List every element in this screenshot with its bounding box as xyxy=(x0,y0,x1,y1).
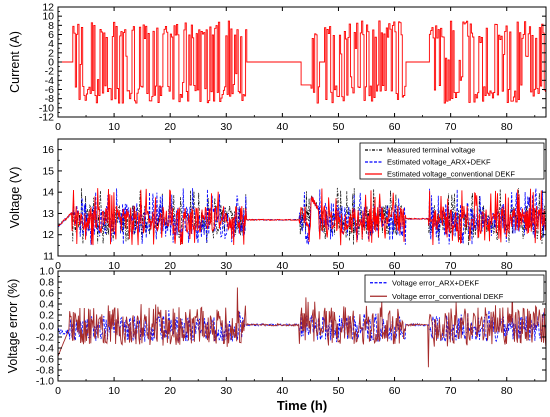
legend-label: Voltage error_ARX+DEKF xyxy=(392,278,479,287)
x-tick-label: 50 xyxy=(333,121,345,133)
x-tick-label: 10 xyxy=(108,121,120,133)
y-tick-label: -6 xyxy=(45,84,54,96)
panel-3: -1.0-0.8-0.6-0.4-0.20.00.20.40.60.81.0 0 1… xyxy=(6,266,547,413)
y-tick-label: 13 xyxy=(42,208,54,220)
y-tick-label: -12 xyxy=(39,112,54,124)
x-tick-label: 20 xyxy=(164,385,176,397)
conventional-dekf-error-line xyxy=(58,287,546,368)
x-tick-label: 0 xyxy=(55,385,61,397)
y-tick-label: 14 xyxy=(42,187,54,199)
x-tick-label: 80 xyxy=(501,385,513,397)
x-tick-label: 50 xyxy=(333,260,345,272)
y-tick-label: 12 xyxy=(42,2,54,14)
plot-area-3 xyxy=(58,287,546,368)
x-tick-label: 80 xyxy=(501,121,513,133)
x-tick-label: 60 xyxy=(389,121,401,133)
y-tick-label: -2 xyxy=(45,66,54,78)
y-tick-label: -0.6 xyxy=(36,354,54,366)
y-axis-label: Current (A) xyxy=(8,31,22,93)
y-tick-label: 0 xyxy=(48,57,54,69)
panel-2: 11 12 13 14 15 16 0 10 20 30 40 50 60 70 80 Voltage (V)… xyxy=(8,138,547,272)
x-tick-label: 60 xyxy=(389,260,401,272)
y-tick-label: 11 xyxy=(43,251,54,263)
x-tick-label: 30 xyxy=(220,385,232,397)
y-tick-label: 8 xyxy=(48,20,54,32)
y-tick-label: 0.8 xyxy=(39,277,54,289)
y-tick-label: 4 xyxy=(48,38,54,50)
x-tick-label: 80 xyxy=(501,260,513,272)
legend-2: Measured terminal voltage Estimated volta… xyxy=(359,142,545,180)
y-tick-label: 10 xyxy=(42,11,54,23)
y-tick-label: 6 xyxy=(48,29,54,41)
legend-3: Voltage error_ARX+DEKF Voltage error_conv… xyxy=(364,274,545,303)
x-tick-label: 70 xyxy=(445,385,457,397)
current-series-line xyxy=(58,20,546,104)
y-tick-label: -4 xyxy=(45,75,54,87)
x-tick-label: 20 xyxy=(164,121,176,133)
x-tick-label: 0 xyxy=(55,121,61,133)
y-tick-label: 0.2 xyxy=(39,310,54,322)
legend-box xyxy=(364,274,545,303)
x-tick-label: 0 xyxy=(55,260,61,272)
legend-label: Estimated voltage_ARX+DEKF xyxy=(387,158,491,167)
legend-box xyxy=(359,142,545,180)
y-tick-label: 0.6 xyxy=(39,288,54,300)
y-tick-label: -10 xyxy=(39,102,54,114)
arx-dekf-voltage-line xyxy=(58,188,546,246)
y-tick-label: -0.2 xyxy=(36,332,54,344)
legend-label: Estimated voltage_conventional DEKF xyxy=(387,170,515,179)
x-tick-label: 40 xyxy=(277,121,289,133)
y-tick-label: -0.8 xyxy=(36,365,54,377)
axes-frame-1 xyxy=(57,6,547,118)
y-tick-label: 12 xyxy=(42,229,54,241)
y-tick-label: 1.0 xyxy=(39,266,54,278)
x-tick-label: 40 xyxy=(277,260,289,272)
x-tick-label: 30 xyxy=(220,121,232,133)
axes-frame-2 xyxy=(57,138,547,257)
x-tick-label: 40 xyxy=(277,385,289,397)
y-tick-label: 0.0 xyxy=(39,321,54,333)
y-tick-label: 0.4 xyxy=(39,299,54,311)
plot-area-1 xyxy=(58,20,546,104)
x-tick-label: 60 xyxy=(389,385,401,397)
x-tick-label: 70 xyxy=(445,260,457,272)
measured-voltage-line xyxy=(58,187,546,246)
y-tick-label: -0.4 xyxy=(36,343,54,355)
conventional-dekf-voltage-line xyxy=(58,188,546,246)
y-tick-label: 15 xyxy=(42,165,54,177)
x-tick-label: 50 xyxy=(333,385,345,397)
y-axis-label: Voltage error (%) xyxy=(6,279,20,373)
y-axis-label: Voltage (V) xyxy=(8,167,22,229)
x-axis-label: Time (h) xyxy=(277,398,327,413)
plot-area-2 xyxy=(58,187,546,246)
y-tick-label: -8 xyxy=(45,93,54,105)
x-tick-label: 70 xyxy=(445,121,457,133)
x-tick-label: 10 xyxy=(108,260,120,272)
legend-label: Voltage error_conventional DEKF xyxy=(392,292,504,301)
y-tick-label: -1.0 xyxy=(36,376,54,388)
x-tick-label: 20 xyxy=(164,260,176,272)
y-tick-label: 16 xyxy=(42,144,54,156)
legend-label: Measured terminal voltage xyxy=(387,146,475,155)
x-tick-label: 30 xyxy=(220,260,232,272)
y-tick-label: 2 xyxy=(48,47,54,59)
x-tick-label: 10 xyxy=(108,385,120,397)
